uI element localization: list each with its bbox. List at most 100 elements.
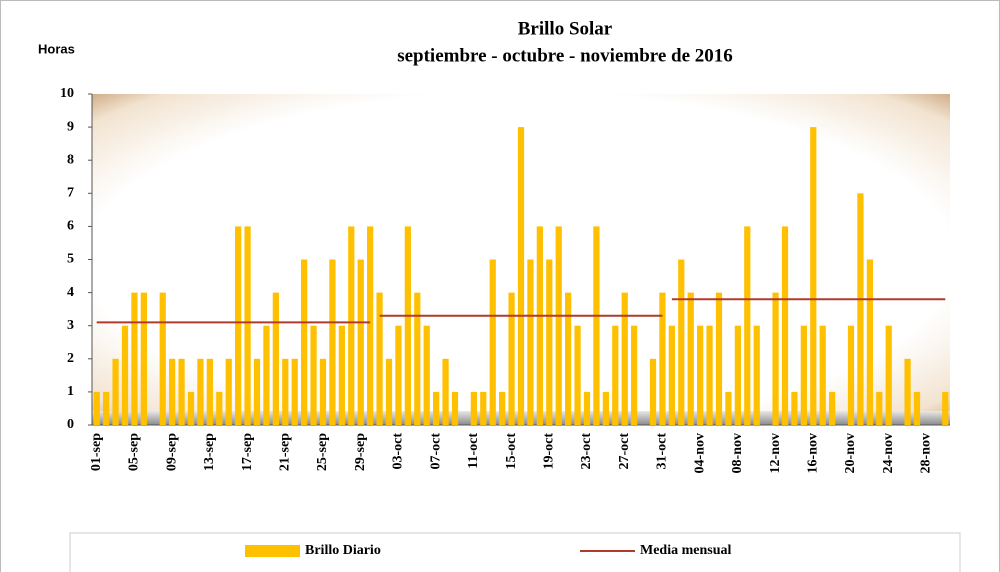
x-tick-label: 05-sep [127, 433, 142, 471]
bar [140, 292, 147, 425]
bar [169, 358, 176, 425]
bar [319, 358, 327, 425]
y-tick-label: 1 [67, 384, 74, 399]
bar [904, 358, 911, 425]
bar [555, 226, 562, 425]
x-tick-label: 31-oct [655, 433, 670, 470]
bar [791, 391, 798, 425]
bar [800, 325, 807, 425]
bar [385, 358, 393, 425]
legend [69, 532, 961, 572]
x-tick-label: 27-oct [617, 433, 632, 470]
bar [593, 226, 600, 425]
x-tick-label: 28-nov [919, 433, 934, 473]
bar [687, 292, 694, 425]
bar [621, 292, 628, 425]
bar [470, 391, 477, 425]
y-tick-label: 8 [67, 152, 74, 167]
bar [583, 391, 591, 425]
bar [159, 292, 166, 425]
bar [678, 259, 685, 425]
x-tick-label: 15-oct [504, 433, 519, 470]
bar [829, 391, 836, 425]
y-tick-label: 7 [67, 186, 74, 201]
bar [451, 391, 459, 425]
bar [631, 325, 638, 425]
bar [734, 325, 741, 425]
x-tick-label: 07-oct [428, 433, 443, 470]
bar [338, 325, 345, 425]
x-tick-label: 21-sep [278, 433, 293, 471]
x-tick-label: 23-oct [579, 433, 594, 470]
x-tick-label: 04-nov [692, 433, 707, 473]
bar [753, 325, 760, 425]
bar [508, 292, 515, 425]
bar [574, 325, 581, 425]
legend-label: Media mensual [640, 543, 732, 558]
bar [725, 391, 732, 425]
bar [301, 259, 308, 425]
bar [131, 292, 138, 425]
legend-label: Brillo Diario [305, 543, 381, 558]
bar [885, 325, 892, 425]
bar [715, 292, 723, 425]
bar [913, 391, 921, 425]
bar [423, 325, 430, 425]
bar [291, 358, 298, 425]
bar [357, 259, 364, 425]
x-tick-label: 20-nov [843, 433, 858, 473]
bar [876, 391, 883, 425]
bar [697, 325, 704, 425]
bar [517, 127, 525, 425]
x-tick-label: 16-nov [806, 433, 821, 473]
x-tick-label: 12-nov [768, 433, 783, 473]
bar [329, 259, 336, 425]
y-tick-label: 4 [67, 285, 74, 300]
bar [367, 226, 374, 425]
bar [348, 226, 355, 425]
bar [395, 325, 402, 425]
x-tick-label: 13-sep [202, 433, 217, 471]
y-tick-label: 3 [67, 318, 74, 333]
x-tick-label: 19-oct [542, 433, 557, 470]
bar [93, 391, 100, 425]
bar [527, 259, 534, 425]
bar [866, 259, 873, 425]
bar [187, 391, 195, 425]
x-tick-label: 09-sep [164, 433, 179, 471]
bar [206, 358, 213, 425]
bar [253, 358, 261, 425]
x-tick-label: 17-sep [240, 433, 255, 471]
bar [282, 358, 289, 425]
y-tick-label: 2 [67, 351, 74, 366]
y-tick-label: 0 [67, 417, 74, 432]
bar [546, 259, 553, 425]
bar [414, 292, 421, 425]
bar [847, 325, 855, 425]
x-tick-label: 08-nov [730, 433, 745, 473]
chart-subtitle: septiembre - octubre - noviembre de 2016 [397, 45, 733, 66]
bar [536, 226, 543, 425]
bar [942, 391, 949, 425]
chart-title: Brillo Solar [518, 18, 613, 39]
bar [612, 325, 619, 425]
bar [121, 325, 129, 425]
bar [857, 193, 864, 425]
x-tick-label: 11-oct [466, 433, 481, 469]
bar [216, 391, 223, 425]
y-tick-label: 6 [67, 219, 74, 234]
bar [499, 391, 506, 425]
bar [744, 226, 751, 425]
bar [310, 325, 317, 425]
bar [197, 358, 204, 425]
bar [668, 325, 675, 425]
bar [235, 226, 242, 425]
bar [649, 358, 657, 425]
bar [480, 391, 487, 425]
y-tick-label: 5 [67, 252, 74, 267]
bar [442, 358, 449, 425]
x-tick-label: 25-sep [315, 433, 330, 471]
bar [376, 292, 383, 425]
bar [706, 325, 713, 425]
